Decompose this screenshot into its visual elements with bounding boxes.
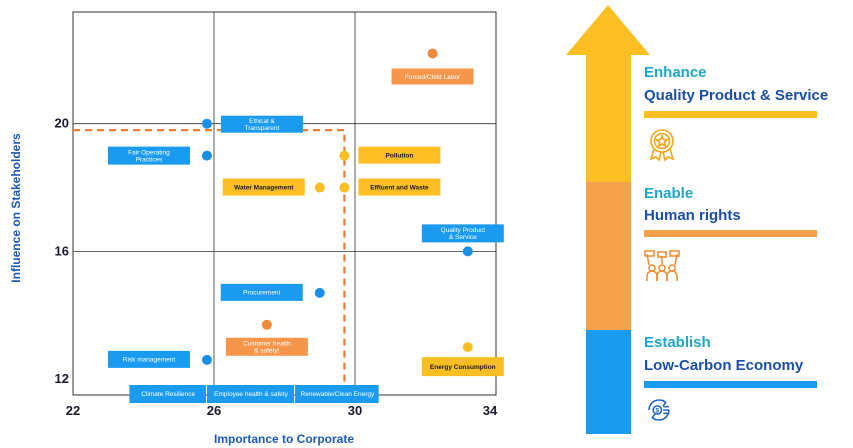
bottom-label-text: Climate Resilience xyxy=(141,391,195,398)
x-axis-title: Importance to Corporate xyxy=(214,432,354,446)
data-label-text: Water Management xyxy=(234,184,294,191)
data-label-box xyxy=(225,337,308,356)
x-tick-label: 26 xyxy=(207,403,221,418)
data-label-box xyxy=(358,178,441,196)
y-tick-label: 12 xyxy=(55,371,69,386)
data-label-text: Forced/Child Labor xyxy=(405,74,461,81)
data-label-box xyxy=(391,68,474,85)
y-axis-title: Influence on Stakeholders xyxy=(9,133,23,283)
data-label-text: Energy Consumption xyxy=(430,364,496,371)
x-tick-label: 30 xyxy=(348,403,362,418)
data-point xyxy=(462,246,473,257)
section-title-primary: Establish xyxy=(644,334,711,351)
data-label-box xyxy=(358,146,441,164)
data-label-text: Practices xyxy=(136,156,163,163)
arrow-segment-middle xyxy=(586,182,631,330)
data-label-box xyxy=(421,224,504,243)
data-points xyxy=(201,48,473,365)
x-tick-label: 22 xyxy=(66,403,80,418)
section-title-primary: Enable xyxy=(644,185,694,202)
data-label-text: Ethical & xyxy=(249,118,275,125)
data-label-text: Pollution xyxy=(386,152,414,159)
people-group-icon xyxy=(644,250,680,281)
data-label-text: Risk management xyxy=(123,357,176,364)
data-label-box xyxy=(220,115,303,133)
data-point xyxy=(261,319,272,330)
data-labels: Forced/Child Labor Ethical &Transparent Fa… xyxy=(107,68,504,403)
data-label-text: Procurement xyxy=(243,290,280,297)
axis-ticks: 22 26 30 34 12 16 20 xyxy=(55,116,498,418)
section-title-secondary: Low-Carbon Economy xyxy=(644,357,804,374)
bottom-label-box xyxy=(295,385,379,403)
money-cycle-icon: $ xyxy=(648,399,670,421)
section-bar xyxy=(644,111,817,118)
y-tick-label: 20 xyxy=(55,116,69,131)
data-point xyxy=(427,48,438,59)
upward-arrow xyxy=(566,5,650,434)
data-label-text: & safety! xyxy=(254,348,279,355)
award-medal-icon xyxy=(649,129,675,162)
data-point xyxy=(339,150,350,161)
materiality-chart: Forced/Child Labor Ethical &Transparent Fa… xyxy=(9,11,504,446)
bottom-label-text: Renewable/Clean Energy xyxy=(301,391,375,398)
data-label-box xyxy=(107,146,190,165)
arrow-segment-top xyxy=(586,55,631,183)
data-point xyxy=(314,182,325,193)
arrow-head xyxy=(566,5,650,55)
data-label-text: & Service xyxy=(449,234,477,241)
bottom-label-text: Employee health & safety xyxy=(214,391,288,398)
strategy-panel: Enhance Quality Product & Service Enable… xyxy=(560,0,853,448)
highlight-boundary xyxy=(73,128,346,395)
data-point xyxy=(314,287,325,298)
x-tick-label: 34 xyxy=(483,403,498,418)
data-label-text: Transparent xyxy=(245,125,280,132)
y-tick-label: 16 xyxy=(55,243,69,258)
data-point xyxy=(339,182,350,193)
section-bar xyxy=(644,381,817,388)
data-label-box xyxy=(421,357,504,377)
data-label-text: Customer health xyxy=(243,341,291,348)
section-bar xyxy=(644,230,817,237)
section-title-primary: Enhance xyxy=(644,64,707,81)
section-title-secondary: Human rights xyxy=(644,207,741,224)
bottom-label-box xyxy=(129,385,206,403)
highlight-region xyxy=(73,128,346,395)
data-point xyxy=(201,354,212,365)
data-point xyxy=(201,118,212,129)
data-label-text: Fair Operating xyxy=(128,149,170,156)
svg-text:$: $ xyxy=(655,408,659,415)
data-point xyxy=(201,150,212,161)
data-label-box xyxy=(222,178,305,196)
data-label-box xyxy=(220,283,303,301)
section-title-secondary: Quality Product & Service xyxy=(644,87,829,104)
data-point xyxy=(462,342,473,353)
bottom-label-box xyxy=(206,385,295,403)
arrow-segment-bottom xyxy=(586,330,631,434)
data-label-text: Effluent and Waste xyxy=(370,184,429,191)
data-label-text: Quality Product xyxy=(441,227,486,234)
data-label-box xyxy=(107,350,190,368)
